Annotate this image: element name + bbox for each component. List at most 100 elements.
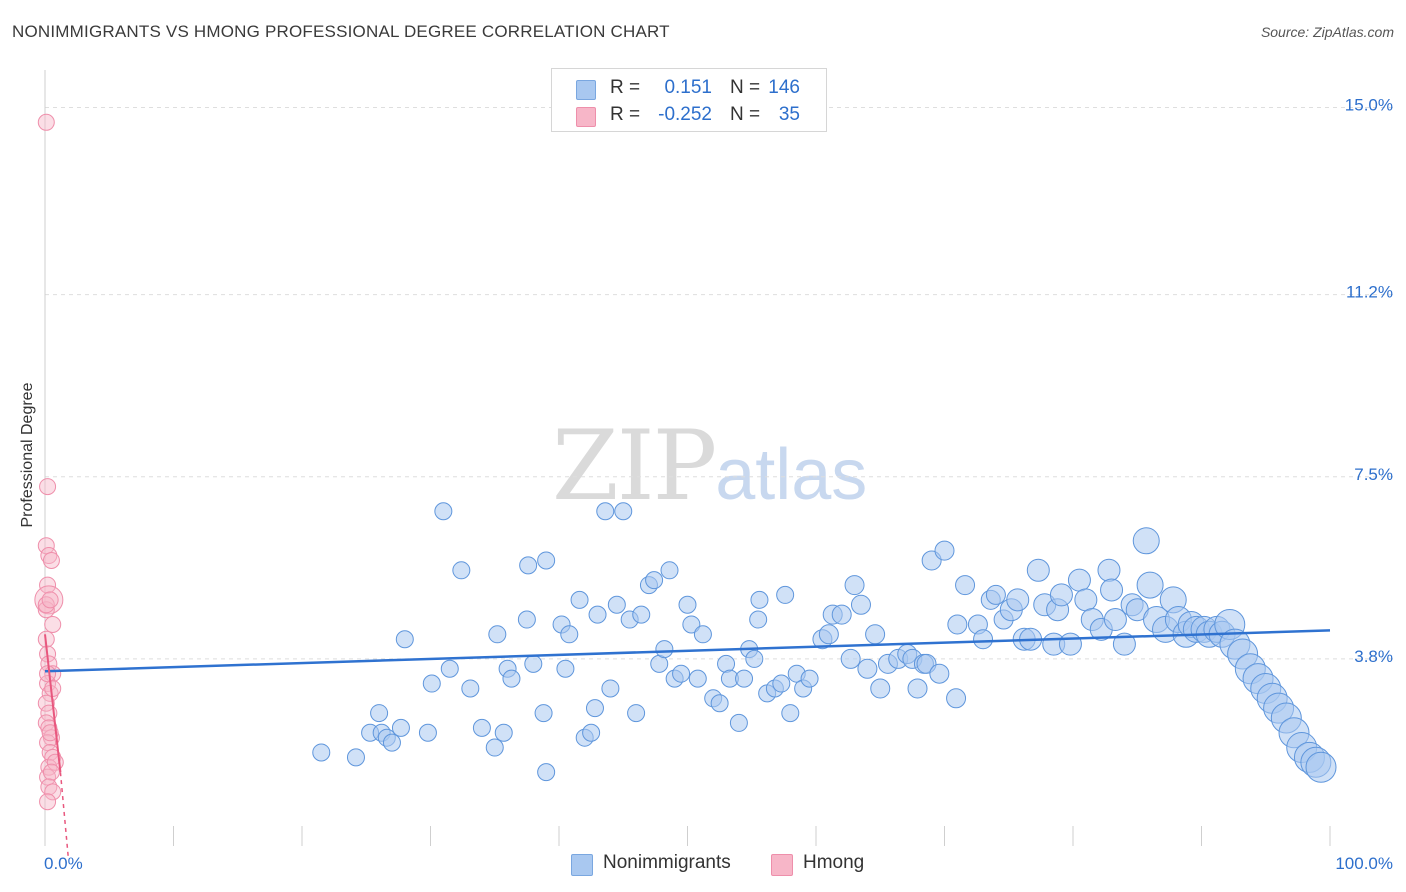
hmong-point	[39, 793, 57, 811]
nonimmigrant-point	[865, 624, 886, 645]
nonimmigrant-point	[1026, 558, 1050, 582]
bottom-legend-label: Nonimmigrants	[603, 852, 731, 873]
y-tick-label: 11.2%	[1346, 283, 1393, 302]
y-tick-label: 7.5%	[1354, 465, 1393, 484]
nonimmigrant-point	[560, 625, 579, 644]
nonimmigrant-point	[955, 575, 976, 596]
legend-n-value: 146	[768, 77, 800, 98]
x-tick-label: 100.0%	[1335, 854, 1393, 873]
nonimmigrant-point	[382, 733, 401, 752]
hmong-point	[40, 547, 58, 565]
bottom-legend-swatch	[571, 854, 593, 876]
y-tick-label: 15.0%	[1345, 96, 1393, 115]
nonimmigrant-point	[601, 679, 620, 698]
nonimmigrant-point	[717, 654, 736, 673]
legend-r-value: -0.252	[658, 104, 712, 125]
nonimmigrant-point	[418, 723, 437, 742]
nonimmigrant-point	[772, 674, 791, 693]
nonimmigrant-point	[947, 614, 968, 635]
nonimmigrant-point	[614, 502, 633, 521]
nonimmigrant-point	[494, 723, 513, 742]
grid-lines	[45, 107, 1393, 660]
nonimmigrant-point	[655, 640, 674, 659]
nonimmigrant-point	[781, 704, 800, 723]
nonimmigrant-point	[1136, 571, 1164, 599]
hmong-point	[39, 478, 57, 496]
nonimmigrant-point	[422, 674, 441, 693]
nonimmigrant-point	[850, 594, 871, 615]
nonimmigrant-point	[370, 704, 389, 723]
legend-r-label: R =	[610, 104, 641, 125]
nonimmigrant-point	[1049, 583, 1073, 607]
nonimmigrant-point	[693, 625, 712, 644]
legend-n-label: N =	[730, 104, 761, 125]
nonimmigrant-point	[517, 610, 536, 629]
nonimmigrant-point	[1006, 588, 1030, 612]
legend-swatch-hmong	[576, 107, 596, 127]
legend-n-value: 35	[778, 104, 800, 125]
legend-r-value: 0.151	[664, 77, 712, 98]
nonimmigrant-point	[1103, 608, 1127, 632]
nonimmigrant-point	[537, 551, 556, 570]
trend-lines	[44, 629, 1331, 856]
nonimmigrant-point	[452, 561, 471, 580]
nonimmigrant-point	[1058, 632, 1082, 656]
hmong-point	[37, 113, 55, 131]
nonimmigrant-point	[660, 561, 679, 580]
nonimmigrant-point	[735, 669, 754, 688]
nonimmigrant-point	[1074, 588, 1098, 612]
hmong-point	[34, 585, 64, 615]
hmong-points	[34, 113, 64, 811]
nonimmigrant-point	[749, 610, 768, 629]
nonimmigrant-point	[395, 630, 414, 649]
nonimmigrant-point	[1132, 527, 1160, 555]
nonimmigrant-point	[537, 763, 556, 782]
nonimmigrant-point	[776, 585, 795, 604]
nonimmigrant-point	[461, 679, 480, 698]
nonimmigrant-point	[472, 718, 491, 737]
nonimmigrant-point	[1100, 578, 1124, 602]
hmong-point	[37, 694, 55, 712]
nonimmigrant-point	[632, 605, 651, 624]
hmong-trend-line-extension	[59, 772, 69, 856]
nonimmigrant-point	[596, 502, 615, 521]
hmong-point	[41, 591, 59, 609]
bottom-legend-label: Hmong	[803, 852, 865, 873]
watermark: ZIPatlas	[552, 410, 867, 522]
nonimmigrant-points	[312, 502, 1337, 783]
nonimmigrant-point	[745, 649, 764, 668]
x-tick-label: 0.0%	[44, 854, 83, 873]
nonimmigrant-point	[1112, 632, 1136, 656]
nonimmigrant-point	[688, 669, 707, 688]
nonimmigrant-point	[488, 625, 507, 644]
hmong-point	[42, 763, 60, 781]
nonimmigrant-point	[818, 624, 839, 645]
chart-title: NONIMMIGRANTS VS HMONG PROFESSIONAL DEGR…	[12, 22, 670, 41]
nonimmigrant-point	[678, 595, 697, 614]
legend-row-nonimmigrants: R = 0.151 N = 146	[552, 77, 826, 101]
hmong-point	[44, 748, 62, 766]
source-label: Source: ZipAtlas.com	[1260, 24, 1394, 40]
nonimmigrant-point	[1305, 751, 1337, 783]
nonimmigrant-point	[710, 694, 729, 713]
nonimmigrant-point	[1067, 568, 1091, 592]
nonimmigrant-point	[585, 699, 604, 718]
hmong-trend-line	[44, 634, 62, 773]
nonimmigrant-point	[607, 595, 626, 614]
nonimmigrant-point	[582, 723, 601, 742]
tick-labels: 3.8% 7.5% 11.2% 15.0% 0.0% 100.0%	[44, 96, 1393, 873]
nonimmigrant-point	[800, 669, 819, 688]
watermark-atlas: atlas	[715, 435, 868, 515]
nonimmigrant-point	[502, 669, 521, 688]
nonimmigrant-trend-line	[44, 629, 1331, 673]
nonimmigrant-point	[985, 584, 1006, 605]
nonimmigrant-point	[934, 540, 955, 561]
hmong-point	[39, 665, 57, 683]
hmong-point	[37, 601, 55, 619]
nonimmigrant-point	[857, 658, 878, 679]
nonimmigrant-point	[556, 659, 575, 678]
nonimmigrant-point	[729, 713, 748, 732]
nonimmigrant-point	[627, 704, 646, 723]
nonimmigrant-point	[346, 748, 365, 767]
